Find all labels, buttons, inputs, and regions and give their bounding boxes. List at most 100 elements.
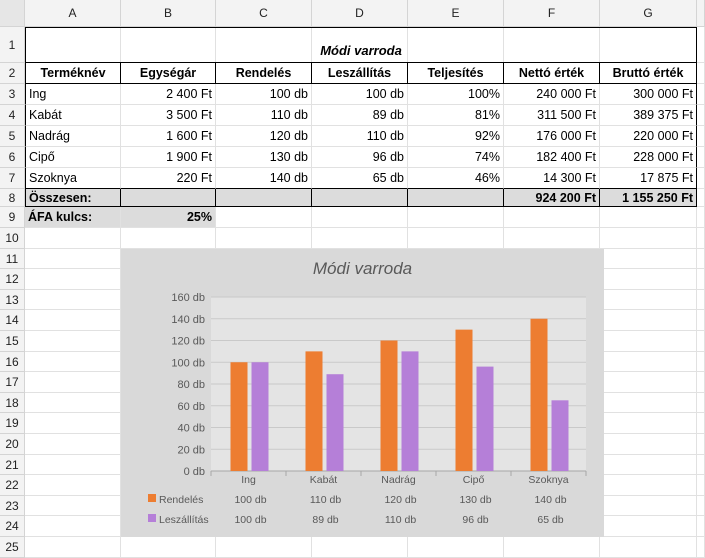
cell[interactable]	[697, 496, 705, 516]
data-cell[interactable]: Cipő	[25, 147, 121, 168]
data-cell[interactable]: 182 400 Ft	[504, 147, 600, 168]
cell[interactable]	[216, 228, 312, 249]
row-header-6[interactable]: 6	[0, 147, 25, 168]
row-header-9[interactable]: 9	[0, 207, 25, 228]
column-header-b[interactable]: B	[121, 0, 216, 27]
row-header-5[interactable]: 5	[0, 126, 25, 147]
cell[interactable]	[408, 228, 504, 249]
row-header-14[interactable]: 14	[0, 310, 25, 331]
cell[interactable]	[504, 207, 600, 228]
row-header-18[interactable]: 18	[0, 393, 25, 413]
row-header-22[interactable]: 22	[0, 475, 25, 496]
cell[interactable]	[600, 413, 697, 434]
cell[interactable]	[697, 207, 705, 228]
cell[interactable]	[697, 352, 705, 372]
cell[interactable]	[504, 228, 600, 249]
row-header-8[interactable]: 8	[0, 189, 25, 207]
cell[interactable]	[697, 310, 705, 331]
total-cell[interactable]: 1 155 250 Ft	[600, 189, 697, 207]
column-header-e[interactable]: E	[408, 0, 504, 27]
cell[interactable]	[121, 228, 216, 249]
cell[interactable]	[408, 207, 504, 228]
cell[interactable]	[697, 516, 705, 537]
cell[interactable]	[312, 207, 408, 228]
cell[interactable]	[25, 393, 121, 413]
row-header-16[interactable]: 16	[0, 352, 25, 372]
data-cell[interactable]: 100%	[408, 84, 504, 105]
total-cell[interactable]	[121, 189, 216, 207]
cell[interactable]	[697, 372, 705, 393]
row-header-23[interactable]: 23	[0, 496, 25, 516]
cell[interactable]	[216, 207, 312, 228]
cell[interactable]	[25, 413, 121, 434]
vat-value-cell[interactable]: 25%	[121, 207, 216, 228]
total-label-cell[interactable]: Összesen:	[25, 189, 121, 207]
cell[interactable]	[697, 413, 705, 434]
row-header-11[interactable]: 11	[0, 249, 25, 269]
row-header-2[interactable]: 2	[0, 63, 25, 84]
column-header-a[interactable]: A	[25, 0, 121, 27]
row-header-24[interactable]: 24	[0, 516, 25, 537]
cell[interactable]	[25, 331, 121, 352]
data-cell[interactable]: Kabát	[25, 105, 121, 126]
select-all-corner[interactable]	[0, 0, 25, 27]
data-cell[interactable]: 176 000 Ft	[504, 126, 600, 147]
total-cell[interactable]: 924 200 Ft	[504, 189, 600, 207]
row-header-21[interactable]: 21	[0, 455, 25, 475]
cell[interactable]	[697, 290, 705, 310]
cell[interactable]	[697, 168, 705, 189]
cell[interactable]	[600, 434, 697, 455]
cell[interactable]	[697, 434, 705, 455]
total-cell[interactable]	[408, 189, 504, 207]
cell[interactable]	[697, 63, 705, 84]
column-header-g[interactable]: G	[600, 0, 697, 27]
data-cell[interactable]: 89 db	[312, 105, 408, 126]
cell[interactable]	[697, 105, 705, 126]
data-cell[interactable]: 140 db	[216, 168, 312, 189]
data-cell[interactable]: 1 900 Ft	[121, 147, 216, 168]
cell[interactable]	[25, 228, 121, 249]
data-cell[interactable]: 110 db	[216, 105, 312, 126]
total-cell[interactable]	[216, 189, 312, 207]
cell[interactable]	[600, 352, 697, 372]
cell[interactable]	[697, 147, 705, 168]
header-cell[interactable]: Nettó érték	[504, 63, 600, 84]
cell[interactable]	[697, 84, 705, 105]
cell[interactable]	[25, 352, 121, 372]
cell[interactable]	[600, 496, 697, 516]
data-cell[interactable]: 3 500 Ft	[121, 105, 216, 126]
cell[interactable]	[697, 189, 705, 207]
cell[interactable]	[25, 269, 121, 290]
cell[interactable]	[697, 228, 705, 249]
data-cell[interactable]: 220 000 Ft	[600, 126, 697, 147]
row-header-15[interactable]: 15	[0, 331, 25, 352]
data-cell[interactable]: 1 600 Ft	[121, 126, 216, 147]
cell[interactable]	[312, 228, 408, 249]
data-cell[interactable]: 46%	[408, 168, 504, 189]
cell[interactable]	[697, 393, 705, 413]
cell[interactable]	[600, 269, 697, 290]
column-header-d[interactable]: D	[312, 0, 408, 27]
header-cell[interactable]: Leszállítás	[312, 63, 408, 84]
row-header-10[interactable]: 10	[0, 228, 25, 249]
row-header-17[interactable]: 17	[0, 372, 25, 393]
cell[interactable]	[697, 27, 705, 63]
cell[interactable]	[697, 475, 705, 496]
data-cell[interactable]: 130 db	[216, 147, 312, 168]
data-cell[interactable]: 65 db	[312, 168, 408, 189]
cell[interactable]	[25, 516, 121, 537]
data-cell[interactable]: 220 Ft	[121, 168, 216, 189]
data-cell[interactable]: 110 db	[312, 126, 408, 147]
cell[interactable]	[600, 310, 697, 331]
cell[interactable]	[697, 269, 705, 290]
column-header-c[interactable]: C	[216, 0, 312, 27]
row-header-4[interactable]: 4	[0, 105, 25, 126]
cell[interactable]	[600, 249, 697, 269]
chart[interactable]: Módi varroda 0 db 20 db 40 db 60 db 80 db 100…	[121, 249, 604, 537]
total-cell[interactable]	[312, 189, 408, 207]
vat-label-cell[interactable]: ÁFA kulcs:	[25, 207, 121, 228]
row-header-12[interactable]: 12	[0, 269, 25, 290]
data-cell[interactable]: 74%	[408, 147, 504, 168]
header-cell[interactable]: Teljesítés	[408, 63, 504, 84]
row-header-20[interactable]: 20	[0, 434, 25, 455]
